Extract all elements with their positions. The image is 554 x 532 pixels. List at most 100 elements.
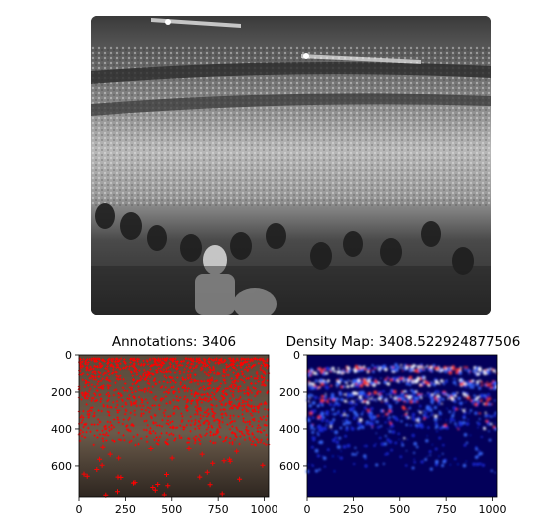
density-cell [349,400,354,405]
density-cell [414,420,416,423]
density-cell [392,376,395,380]
density-plot-area [305,354,499,498]
density-cell [478,412,482,415]
density-cell [313,371,317,376]
annotation-marker [252,357,256,360]
annotation-marker [84,393,88,397]
density-cell [479,462,482,466]
annotation-marker [152,487,158,493]
density-cell [326,448,330,452]
annotation-marker [90,367,93,371]
annotation-marker [197,361,201,365]
annotation-marker [154,398,158,402]
annotation-marker [210,378,214,382]
annotation-marker [82,416,85,419]
density-cell [383,380,388,385]
density-cell [409,400,413,404]
annotation-marker [190,389,193,392]
annotation-marker [175,395,178,398]
density-cell [311,386,315,390]
density-cell [387,417,389,420]
density-cell [413,461,416,464]
annotation-marker [85,368,88,372]
density-cell [358,395,363,400]
annotation-marker [106,410,110,413]
annotation-marker [136,433,139,437]
density-cell [441,403,444,405]
density-cell [331,420,335,424]
density-cell [472,383,476,386]
annotation-marker [242,419,245,423]
annotation-marker [229,437,232,440]
density-cell [487,387,490,390]
annotation-marker [97,456,103,462]
annotation-marker [97,380,100,383]
density-cell [466,395,471,400]
annotation-marker [253,443,257,446]
annotation-marker [185,400,189,404]
annotation-marker [92,370,96,373]
density-cell [340,385,344,389]
annotation-marker [127,368,131,371]
density-cell [323,426,328,431]
density-cell [489,385,493,389]
annotation-marker [104,378,108,381]
annotation-marker [209,403,213,406]
density-cell [443,424,446,427]
density-cell [471,403,474,405]
annotation-marker [260,438,263,442]
density-cell [329,425,333,429]
annotation-marker [164,472,169,477]
annotation-marker [132,402,136,406]
annotation-marker [210,426,214,429]
density-cell [494,411,497,414]
annotation-marker [82,409,85,413]
annotation-marker [257,362,261,365]
annotation-marker [265,433,268,437]
annotation-marker [175,405,179,409]
annotation-marker [122,366,125,370]
density-cell [446,367,451,371]
annotation-marker [233,404,236,407]
annotation-marker [128,440,131,444]
annotation-marker [193,441,197,445]
density-cell [396,365,400,370]
annotation-marker [169,455,175,461]
annotation-marker [129,400,133,404]
annotation-marker [251,408,254,412]
density-cell [468,412,471,415]
density-cell [371,369,374,371]
annotation-marker [172,385,175,389]
annotation-marker [116,357,119,361]
annotation-marker [88,387,92,391]
annotation-marker [99,379,103,383]
density-cell [434,389,438,393]
annotation-marker [199,406,202,410]
annotation-marker [189,429,192,433]
density-cell [465,441,469,444]
annotation-marker [131,382,134,386]
density-cell [494,382,497,385]
density-cell [488,430,490,433]
density-cell [384,434,387,438]
density-cell [335,440,340,445]
annotation-marker [144,378,147,381]
density-y-tick-label: 400 [279,423,300,436]
density-cell [445,379,448,381]
annotation-marker [221,361,225,364]
density-cell [357,379,361,383]
annotation-marker [206,393,210,397]
annotation-marker [205,364,209,367]
annotation-marker [165,422,169,425]
annotation-marker [107,425,111,429]
annotation-marker [195,360,198,363]
annotation-marker [171,420,174,423]
annotation-marker [166,381,169,384]
density-cell [475,383,480,387]
annotation-marker [245,408,248,411]
annotations-background-photo [79,355,269,497]
density-cell [378,392,381,395]
annotation-marker [246,420,249,424]
density-cell [375,442,377,445]
density-cell [401,370,404,372]
